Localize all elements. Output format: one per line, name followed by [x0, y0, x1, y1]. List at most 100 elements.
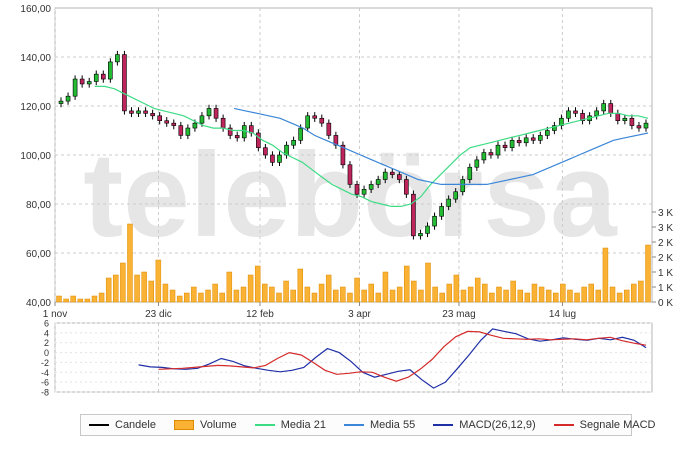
candle	[171, 122, 177, 126]
candle	[227, 127, 233, 136]
volume-bar	[609, 286, 616, 303]
candle	[150, 113, 155, 117]
candle	[277, 154, 282, 163]
volume-bar	[198, 292, 204, 303]
volume-bar	[113, 274, 119, 303]
candle	[256, 132, 261, 148]
candle	[298, 127, 303, 141]
x-tick-label: 14 lug	[549, 309, 576, 320]
candle	[234, 135, 240, 139]
candle	[397, 174, 402, 180]
volume-bar	[439, 292, 445, 303]
volume-bar	[538, 286, 545, 303]
candle	[530, 137, 536, 141]
candle	[382, 171, 388, 180]
candle	[439, 206, 444, 217]
volume-bar	[91, 295, 98, 303]
candle	[425, 225, 430, 234]
candle	[573, 110, 578, 114]
volume-bar	[262, 283, 268, 303]
candle	[93, 73, 99, 82]
candle	[157, 115, 162, 122]
volume-bar	[432, 286, 438, 303]
candle	[178, 125, 184, 136]
legend-candele[interactable]: Candele	[89, 419, 156, 431]
volume-bar	[63, 298, 69, 303]
candle	[347, 164, 353, 185]
candle	[164, 120, 170, 124]
macd-line	[138, 328, 647, 389]
volume-bar	[482, 283, 488, 303]
candle	[122, 54, 127, 112]
legend-swatch	[433, 424, 454, 426]
volume-bar	[176, 295, 183, 303]
candle	[220, 117, 226, 129]
candle	[474, 159, 480, 168]
volume-tick-label: 3 K	[658, 223, 673, 234]
candle	[636, 125, 642, 129]
volume-bar	[127, 223, 133, 303]
legend: Candele Volume Media 21 Media 55 MACD(26…	[80, 414, 655, 436]
volume-bar	[524, 292, 531, 303]
volume-tick-label: 1 K	[658, 283, 673, 294]
candle	[143, 110, 148, 114]
y-tick-label: 100,00	[20, 151, 51, 162]
legend-volume[interactable]: Volume	[173, 419, 237, 431]
volume-bar	[297, 268, 304, 303]
volume-bar	[318, 283, 325, 303]
candle	[622, 117, 628, 121]
legend-media-21[interactable]: Media 21	[254, 419, 326, 431]
x-tick-label: 1 nov	[43, 309, 67, 320]
volume-bar	[333, 289, 339, 303]
volume-bar	[631, 283, 637, 303]
volume-bar	[467, 286, 474, 303]
y-tick-label: 120,00	[20, 102, 51, 113]
volume-bar	[340, 286, 346, 303]
candle	[523, 137, 529, 144]
candle	[206, 108, 212, 117]
volume-bar	[169, 289, 176, 303]
candle	[389, 171, 395, 175]
legend-swatch	[173, 420, 194, 430]
volume-bar	[517, 289, 524, 303]
legend-label: MACD(26,12,9)	[459, 419, 536, 431]
volume-tick-label: 2 K	[658, 253, 673, 264]
y-tick-label: 140,00	[20, 53, 51, 64]
volume-bar	[105, 277, 112, 303]
candle	[481, 152, 487, 161]
legend-macd[interactable]: MACD(26,12,9)	[433, 419, 536, 431]
x-tick-label: 12 feb	[246, 309, 274, 320]
volume-bar	[581, 286, 587, 303]
macd-y-tick-label: -2	[41, 358, 49, 368]
candle	[608, 103, 614, 114]
volume-bar	[219, 292, 225, 303]
legend-swatch	[254, 424, 275, 426]
volume-bar	[368, 283, 374, 303]
volume-bar	[134, 274, 140, 303]
volume-tick-label: 2 K	[658, 238, 673, 249]
macd-y-tick-label: -6	[41, 378, 49, 388]
volume-bar	[425, 262, 431, 303]
candle	[192, 122, 198, 129]
volume-bar	[567, 289, 573, 303]
macd-plot-frame	[54, 322, 653, 393]
candle	[354, 184, 360, 195]
volume-bar	[191, 286, 197, 303]
candle	[516, 140, 522, 144]
macd-y-tick-label: 2	[44, 338, 49, 348]
legend-media-55[interactable]: Media 55	[343, 419, 415, 431]
legend-segnale-macd[interactable]: Segnale MACD	[553, 419, 656, 431]
candle	[361, 189, 367, 195]
volume-bar	[347, 292, 353, 303]
candle	[368, 184, 374, 190]
legend-label: Segnale MACD	[579, 419, 656, 431]
candle	[136, 110, 141, 114]
volume-bar	[574, 292, 580, 303]
candle	[594, 110, 599, 117]
ma55-line	[233, 107, 649, 185]
volume-bar	[283, 280, 289, 303]
candle	[432, 215, 437, 227]
volume-bar	[226, 271, 233, 303]
